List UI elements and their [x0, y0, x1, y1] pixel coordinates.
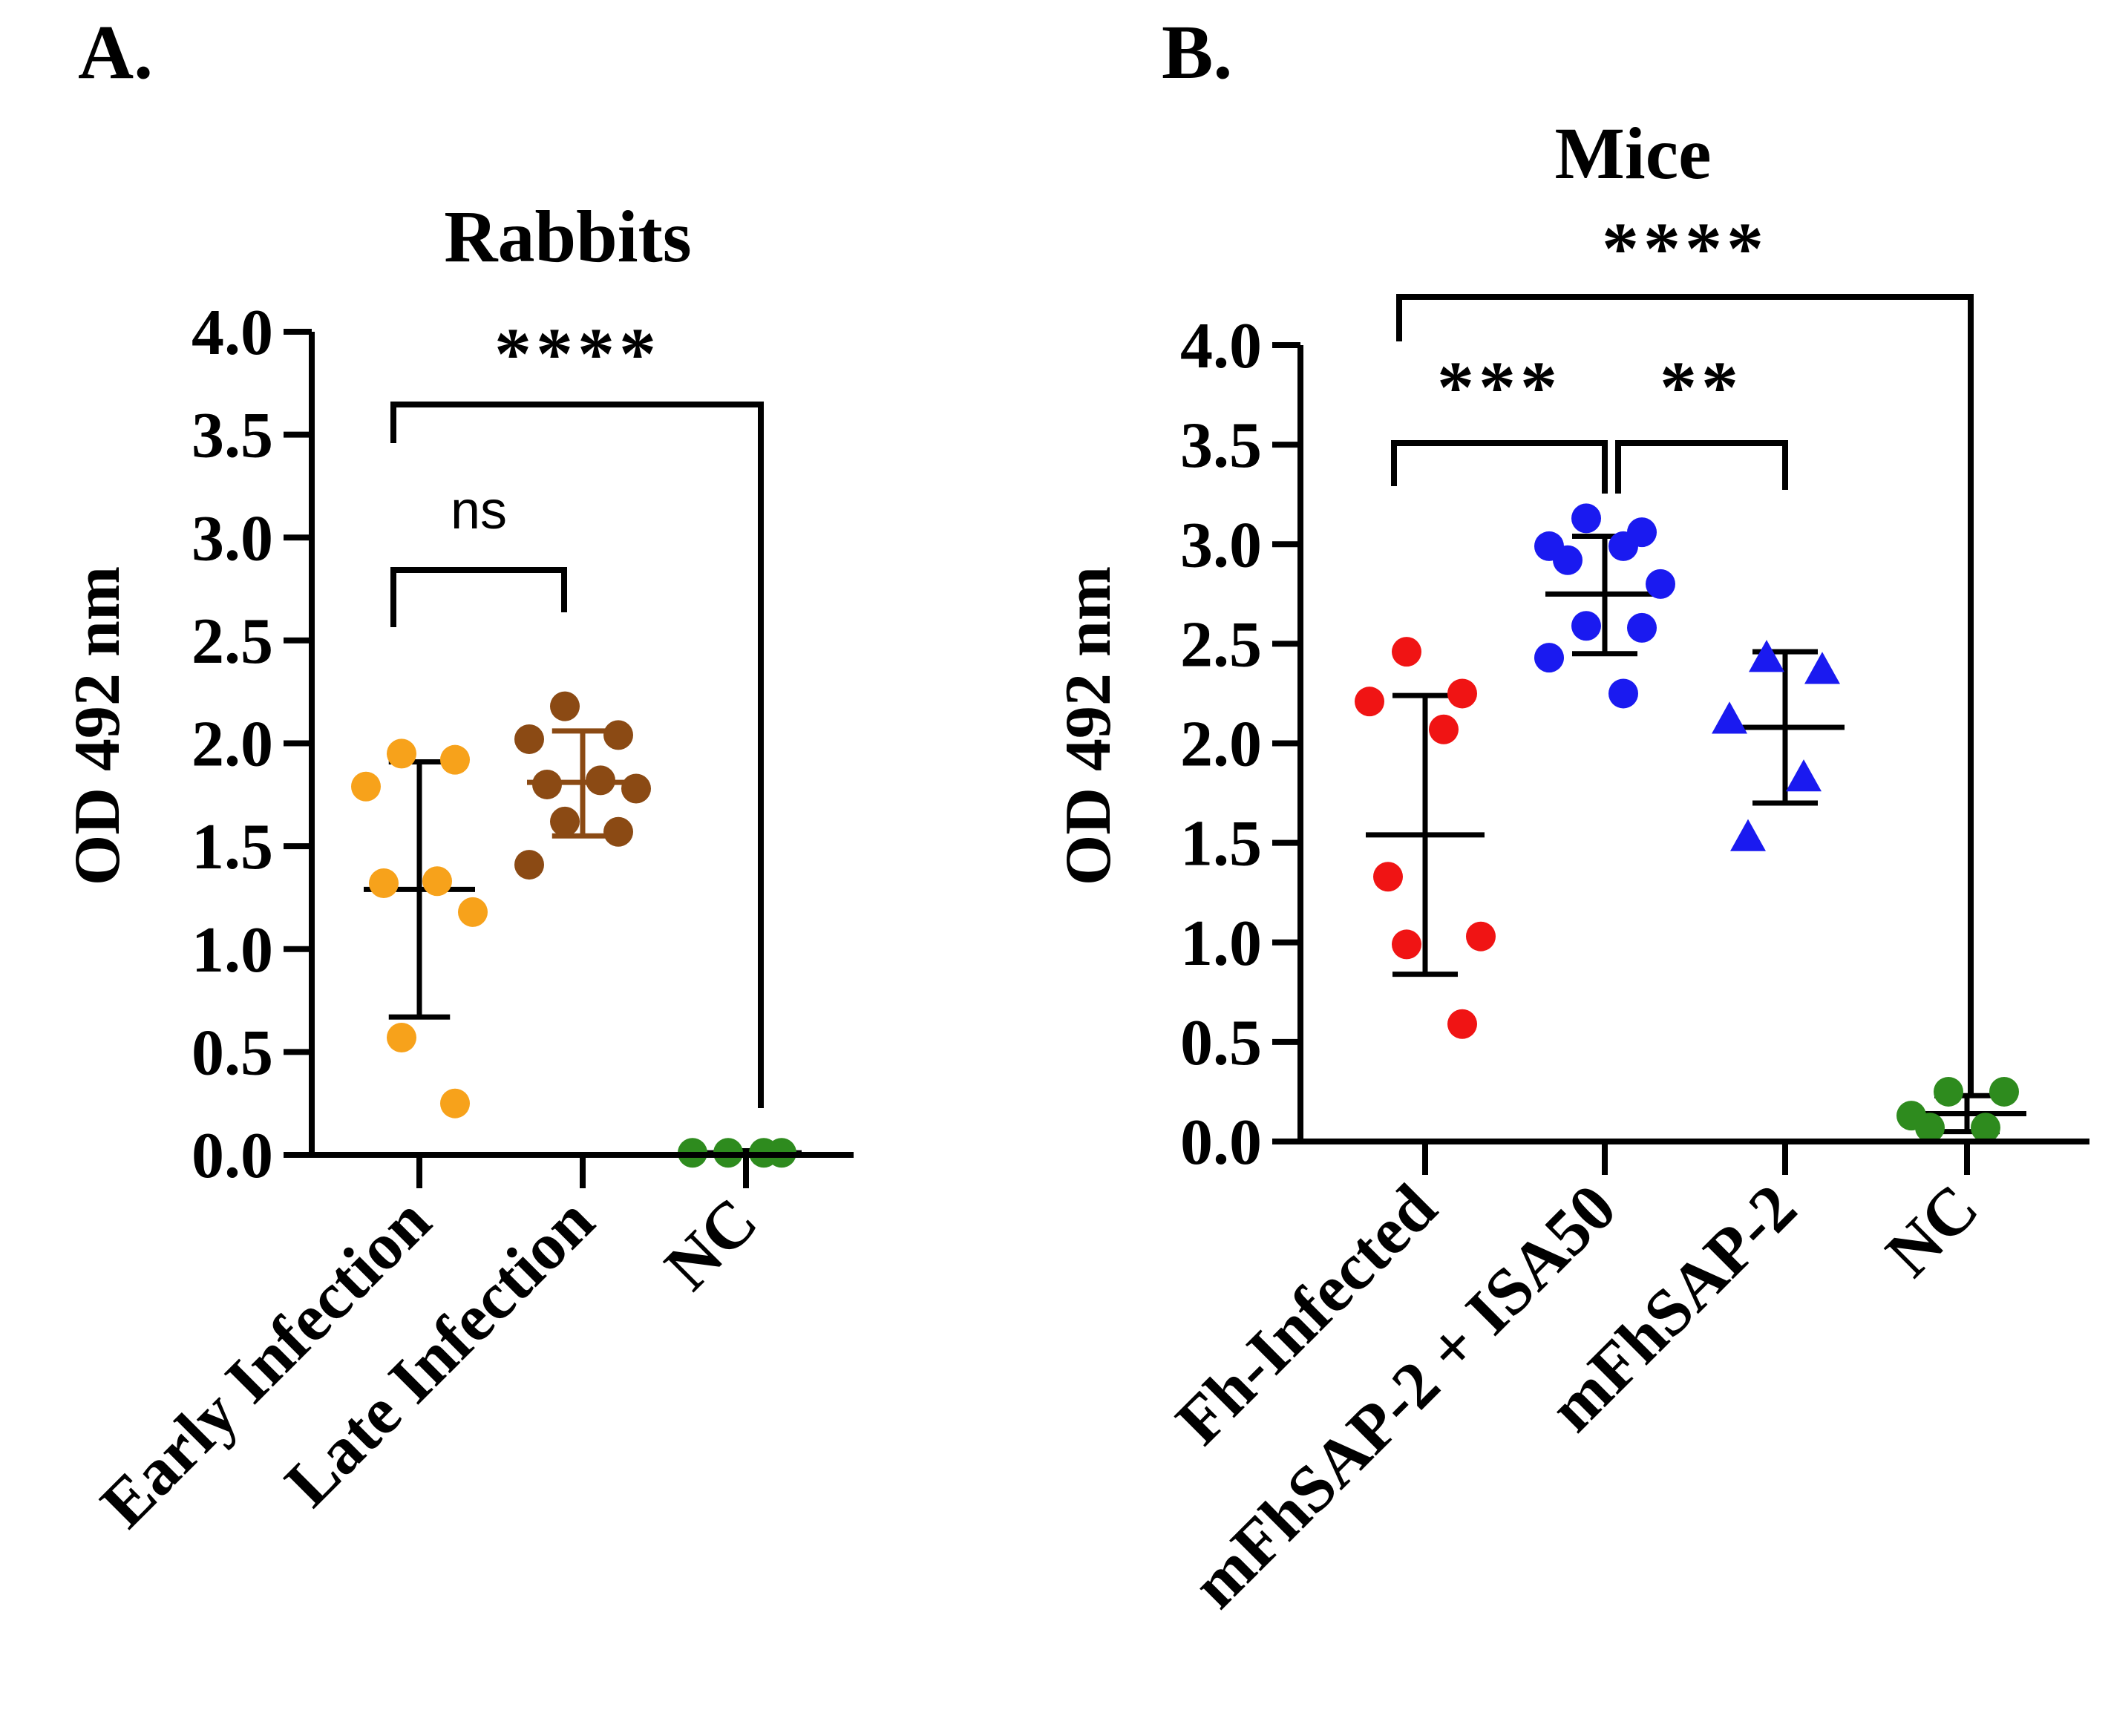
y-tick-label-b-2: 1.0 [1180, 908, 1262, 980]
y-tick-label-b-0: 0.0 [1180, 1107, 1262, 1179]
point-fh-infected-1 [1447, 678, 1477, 709]
y-tick-label-b-7: 3.5 [1180, 410, 1262, 482]
point-fh-infected-4 [1373, 862, 1403, 892]
point-early-infection-5 [458, 897, 488, 927]
point-early-infection-2 [351, 771, 381, 802]
point-nc-3 [1971, 1113, 2000, 1143]
y-axis-label-a: OD 492 nm [62, 566, 134, 885]
y-tick-label-b-4: 2.0 [1180, 709, 1262, 781]
y-tick-label-a-4: 2.0 [192, 709, 273, 781]
point-late-infection-4 [532, 769, 562, 799]
axes-a [309, 332, 854, 1158]
y-ticks-b: 0.0 0.5 1.0 1.5 2.0 2.5 3.0 3.5 4.0 [1180, 310, 1300, 1179]
significance-label-b-1: ** [1660, 346, 1743, 428]
point-fh-infected-2 [1355, 687, 1384, 717]
significance-label-b-0: *** [1437, 346, 1562, 428]
y-tick-label-a-8: 4.0 [192, 297, 273, 369]
significance-brackets-a: ns **** [390, 312, 764, 1108]
point-mfhsap-2-isa50-5 [1646, 569, 1675, 599]
panel-b-mice: B. Mice OD 492 nm 0.0 0.5 1.0 1.5 2.0 2.5 3.0 3… [1053, 10, 2089, 1622]
error-bars-b [1366, 534, 2026, 1135]
y-tick-label-a-3: 1.5 [192, 811, 273, 883]
significance-label-a-0: ns [451, 481, 507, 540]
significance-bracket-b-0 [1391, 440, 1608, 494]
y-ticks-a: 0.0 0.5 1.0 1.5 2.0 2.5 3.0 3.5 4.0 [192, 297, 312, 1192]
y-tick-label-a-6: 3.0 [192, 502, 273, 574]
significance-bracket-b-1 [1615, 440, 1788, 494]
y-tick-label-a-1: 0.5 [192, 1017, 273, 1089]
significance-bracket-a-1 [390, 402, 764, 1108]
point-fh-infected-6 [1392, 929, 1421, 960]
panel-label-b: B. [1162, 10, 1232, 95]
y-tick-label-a-2: 1.0 [192, 914, 273, 986]
point-nc-1 [1989, 1076, 2019, 1107]
x-tick-label-nc: NC [651, 1184, 771, 1304]
point-late-infection-6 [550, 806, 580, 836]
panel-a-rabbits: A. Rabbits OD 492 nm 0.0 0.5 1.0 1.5 2.0 2.5 3… [62, 10, 854, 1542]
point-mfhsap-2-isa50-8 [1534, 643, 1564, 673]
point-mfhsap-2-isa50-9 [1608, 678, 1638, 709]
y-tick-label-b-6: 3.0 [1180, 509, 1262, 581]
panel-label-a: A. [78, 10, 153, 95]
y-axis-label-b: OD 492 nm [1053, 566, 1125, 885]
point-nc-4 [1915, 1113, 1945, 1143]
point-late-infection-1 [603, 720, 633, 750]
point-fh-infected-5 [1466, 921, 1496, 951]
significance-label-a-1: **** [494, 312, 661, 395]
point-mfhsap-2-4 [1730, 819, 1766, 851]
point-early-infection-0 [387, 738, 416, 769]
point-late-infection-2 [514, 724, 544, 754]
axes-b [1297, 345, 2089, 1144]
point-early-infection-7 [440, 1088, 470, 1118]
error-bars-a [364, 728, 802, 1158]
y-tick-label-a-7: 3.5 [192, 400, 273, 472]
y-tick-label-a-0: 0.0 [192, 1120, 273, 1192]
significance-bracket-b-2 [1396, 294, 1974, 1097]
y-tick-label-b-1: 0.5 [1180, 1007, 1262, 1079]
point-early-infection-3 [422, 866, 452, 897]
point-mfhsap-2-0 [1749, 640, 1784, 672]
point-late-infection-5 [621, 773, 651, 804]
y-tick-label-b-3: 1.5 [1180, 808, 1262, 880]
y-tick-label-b-5: 2.5 [1180, 609, 1262, 681]
point-fh-infected-3 [1429, 714, 1459, 744]
significance-bracket-a-0 [390, 567, 567, 627]
point-mfhsap-2-isa50-4 [1553, 545, 1583, 575]
point-fh-infected-0 [1392, 637, 1421, 667]
point-mfhsap-2-isa50-3 [1608, 531, 1638, 561]
point-early-infection-1 [440, 744, 470, 775]
point-mfhsap-2-1 [1804, 652, 1840, 684]
chart-title-rabbits: Rabbits [444, 195, 691, 278]
point-mfhsap-2-2 [1712, 701, 1747, 734]
point-late-infection-7 [603, 816, 633, 847]
point-late-infection-0 [550, 691, 580, 721]
y-tick-label-a-5: 2.5 [192, 606, 273, 678]
y-tick-label-b-8: 4.0 [1180, 310, 1262, 382]
point-nc-0 [1934, 1076, 1963, 1107]
significance-label-b-2: **** [1602, 207, 1768, 289]
significance-brackets-b: *** ****** [1391, 207, 1974, 1097]
point-mfhsap-2-isa50-7 [1627, 612, 1657, 643]
point-late-infection-8 [514, 850, 544, 880]
x-tick-label-nc: NC [1872, 1170, 1992, 1291]
point-late-infection-3 [586, 765, 615, 796]
point-mfhsap-2-3 [1786, 759, 1822, 792]
point-mfhsap-2-isa50-0 [1571, 503, 1601, 534]
chart-title-mice: Mice [1555, 112, 1712, 194]
point-mfhsap-2-isa50-6 [1571, 611, 1601, 641]
data-points-b [1355, 503, 2019, 1143]
point-early-infection-6 [387, 1022, 416, 1052]
point-fh-infected-7 [1447, 1009, 1477, 1039]
point-early-infection-4 [369, 868, 399, 899]
